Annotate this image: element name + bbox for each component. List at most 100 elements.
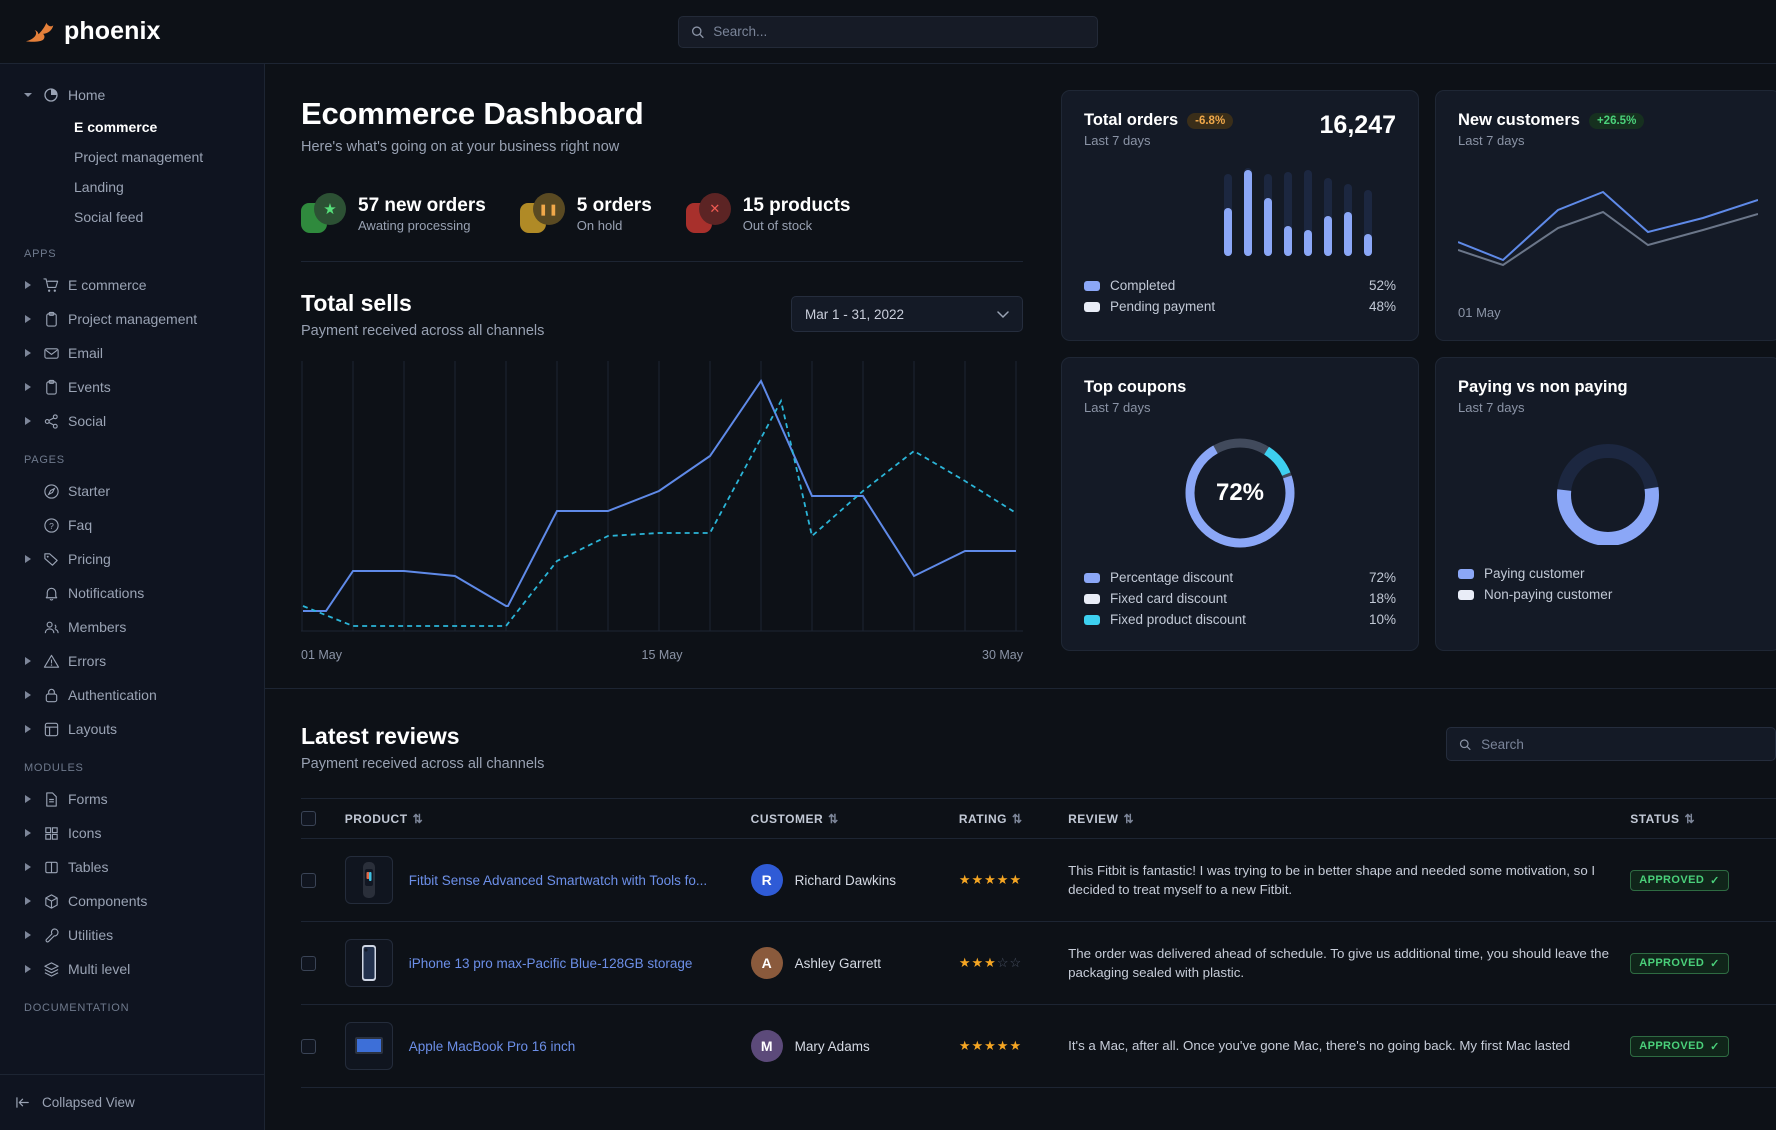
status-badge: +26.5%: [1588, 112, 1645, 129]
cell-product: Fitbit Sense Advanced Smartwatch with To…: [344, 838, 751, 922]
row-select[interactable]: [301, 838, 345, 922]
donut-center-value: 72%: [1215, 479, 1265, 506]
sidebar-item-members[interactable]: Members: [0, 610, 264, 644]
sidebar-item-email[interactable]: Email: [0, 336, 264, 370]
search-input[interactable]: [713, 24, 1085, 39]
row-select[interactable]: [301, 1004, 345, 1088]
latest-reviews-section: Latest reviews Payment received across a…: [265, 688, 1776, 1088]
stat-new-orders: ★ 57 new orders Awating processing: [301, 193, 486, 235]
stat-value: 15 products: [742, 194, 851, 216]
collapsed-view-toggle[interactable]: Collapsed View: [0, 1074, 264, 1130]
table-row[interactable]: Apple MacBook Pro 16 inch M Mary Adams ★…: [301, 1004, 1776, 1088]
customer-name: Mary Adams: [794, 1038, 870, 1054]
column-status[interactable]: STATUS ⇅: [1630, 798, 1776, 839]
reviews-table: PRODUCT ⇅ CUSTOMER ⇅ RATING ⇅ REVIEW ⇅ STATU…: [301, 798, 1776, 1088]
sidebar-subitem-social-feed[interactable]: Social feed: [0, 202, 264, 232]
sidebar-item-utilities[interactable]: Utilities: [0, 918, 264, 952]
row-checkbox[interactable]: [301, 1038, 316, 1054]
sidebar-item-label: Pricing: [68, 551, 111, 567]
product-link[interactable]: Apple MacBook Pro 16 inch: [408, 1038, 576, 1054]
legend-row-percentage-discount: Percentage discount 72%: [1084, 567, 1396, 588]
status-label: APPROVED: [1639, 874, 1705, 886]
sidebar-item-authentication[interactable]: Authentication: [0, 678, 264, 712]
column-product[interactable]: PRODUCT ⇅: [344, 798, 751, 839]
column-label: PRODUCT: [344, 811, 408, 826]
legend-swatch: [1084, 301, 1100, 312]
column-review[interactable]: REVIEW ⇅: [1068, 798, 1631, 839]
column-label: STATUS: [1630, 811, 1680, 826]
sidebar-item-label: Project management: [68, 311, 198, 327]
card-title-text: Paying vs non paying: [1458, 378, 1628, 396]
product-link[interactable]: Fitbit Sense Advanced Smartwatch with To…: [408, 872, 708, 888]
legend-swatch: [1084, 614, 1100, 625]
cell-status: APPROVED ✓: [1630, 1004, 1776, 1088]
sidebar-item-notifications[interactable]: Notifications: [0, 576, 264, 610]
date-range-select[interactable]: Mar 1 - 31, 2022: [791, 296, 1023, 332]
sidebar-subitem-ecommerce[interactable]: E commerce: [0, 112, 264, 142]
status-badge: APPROVED ✓: [1630, 869, 1729, 891]
chevron-down-icon: [997, 307, 1009, 322]
sidebar-item-tables[interactable]: Tables: [0, 850, 264, 884]
clipboard-icon: [42, 378, 60, 396]
review-text: It's a Mac, after all. Once you've gone …: [1068, 1038, 1571, 1054]
sidebar-subitem-landing[interactable]: Landing: [0, 172, 264, 202]
sidebar-item-components[interactable]: Components: [0, 884, 264, 918]
legend-swatch: [1084, 572, 1100, 583]
sidebar-item-label: Home: [68, 87, 106, 103]
card-title-text: Total orders: [1084, 111, 1179, 129]
sidebar-item-label: Faq: [68, 517, 93, 533]
chevron-right-icon: [22, 793, 34, 805]
card-title: Total orders -6.8%: [1084, 111, 1234, 130]
status-badge: APPROVED ✓: [1630, 952, 1729, 974]
sidebar-item-faq[interactable]: ? Faq: [0, 508, 264, 542]
avatar: A: [750, 947, 783, 979]
row-checkbox[interactable]: [301, 955, 316, 971]
axis-label-middle: 15 May: [641, 648, 683, 662]
sidebar-item-starter[interactable]: Starter: [0, 474, 264, 508]
sidebar-item-pricing[interactable]: Pricing: [0, 542, 264, 576]
total-orders-bar-chart: [1224, 168, 1372, 256]
sidebar-item-ecommerce[interactable]: E commerce: [0, 268, 264, 302]
legend-swatch: [1458, 568, 1474, 579]
column-rating[interactable]: RATING ⇅: [958, 798, 1069, 839]
sidebar-item-project-management[interactable]: Project management: [0, 302, 264, 336]
sidebar-item-home[interactable]: Home: [0, 78, 264, 112]
select-all-checkbox[interactable]: [301, 811, 316, 826]
sidebar-item-social[interactable]: Social: [0, 404, 264, 438]
brand-logo[interactable]: phoenix: [0, 17, 265, 46]
sidebar-item-events[interactable]: Events: [0, 370, 264, 404]
card-subtitle: Last 7 days: [1084, 133, 1151, 148]
table-row[interactable]: Fitbit Sense Advanced Smartwatch with To…: [301, 838, 1776, 922]
section-divider: [301, 261, 1023, 262]
review-text: The order was delivered ahead of schedul…: [1068, 945, 1609, 980]
chevron-right-icon: [22, 963, 34, 975]
sidebar-item-label: E commerce: [68, 277, 147, 293]
select-all-header[interactable]: [301, 798, 345, 839]
sidebar-item-icons[interactable]: Icons: [0, 816, 264, 850]
sidebar-item-forms[interactable]: Forms: [0, 782, 264, 816]
reviews-search[interactable]: [1446, 727, 1776, 761]
reviews-title: Latest reviews: [301, 723, 460, 749]
sidebar: Home E commerce Project management Landi…: [0, 63, 265, 1130]
legend-label: Percentage discount: [1110, 570, 1234, 585]
sidebar-item-layouts[interactable]: Layouts: [0, 712, 264, 746]
cell-customer: M Mary Adams: [750, 1004, 959, 1088]
row-checkbox[interactable]: [301, 872, 316, 888]
product-link[interactable]: iPhone 13 pro max-Pacific Blue-128GB sto…: [408, 955, 693, 971]
card-top-coupons: Top coupons Last 7 days: [1061, 357, 1419, 651]
table-row[interactable]: iPhone 13 pro max-Pacific Blue-128GB sto…: [301, 921, 1776, 1005]
legend-swatch: [1084, 280, 1100, 291]
sidebar-subitem-project-management[interactable]: Project management: [0, 142, 264, 172]
global-search[interactable]: [678, 15, 1098, 48]
compass-icon: [42, 482, 60, 500]
chevron-right-icon: [22, 895, 34, 907]
sort-icon: ⇅: [1011, 811, 1023, 826]
total-sells-title: Total sells: [301, 290, 412, 316]
card-new-customers: New customers +26.5% Last 7 days 01 May: [1435, 90, 1776, 341]
row-select[interactable]: [301, 921, 345, 1005]
reviews-search-input[interactable]: [1481, 736, 1763, 752]
sidebar-item-errors[interactable]: Errors: [0, 644, 264, 678]
column-customer[interactable]: CUSTOMER ⇅: [750, 798, 959, 839]
collapsed-view-label: Collapsed View: [42, 1095, 135, 1110]
sidebar-item-multi-level[interactable]: Multi level: [0, 952, 264, 986]
